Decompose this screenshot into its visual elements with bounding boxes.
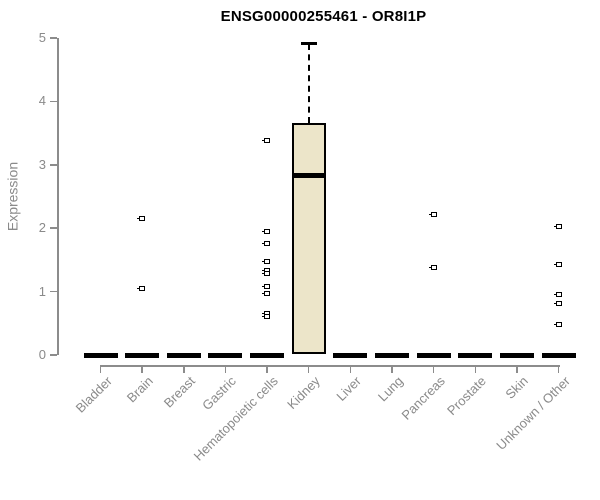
zero-value-box (208, 352, 243, 358)
x-axis-line (99, 365, 560, 367)
whisker-cap (300, 42, 317, 46)
outlier-point (262, 314, 271, 320)
outlier-point (262, 291, 271, 296)
outlier-point (262, 137, 271, 143)
outlier-point (137, 285, 146, 291)
x-tick (266, 365, 268, 373)
zero-value-box (333, 352, 368, 358)
y-axis-label: Expression (4, 161, 21, 232)
y-tick (50, 354, 57, 356)
zero-value-box (250, 352, 285, 358)
x-tick (557, 365, 560, 373)
x-tick (224, 365, 227, 373)
outlier-point (553, 322, 562, 328)
outlier-point (553, 224, 562, 230)
chart-title: ENSG00000255461 - OR8I1P (220, 8, 427, 25)
y-tick-label: 1 (38, 283, 46, 299)
zero-value-box (83, 352, 118, 358)
x-tick (99, 365, 102, 373)
whisker (307, 43, 310, 123)
zero-value-box (166, 352, 201, 358)
outlier-point (428, 211, 437, 217)
y-tick (50, 37, 57, 39)
x-tick (391, 365, 393, 373)
y-tick-label: 5 (38, 30, 46, 45)
outlier-point (262, 271, 271, 277)
x-tick (516, 365, 518, 373)
x-tick (183, 365, 185, 373)
x-tick (432, 365, 435, 373)
outlier-point (262, 259, 271, 265)
outlier-point (137, 215, 146, 221)
y-tick-label: 3 (38, 156, 46, 172)
zero-value-box (541, 352, 576, 358)
outlier-point (553, 262, 562, 268)
y-tick-label: 2 (38, 220, 46, 236)
outlier-point (262, 240, 271, 246)
zero-value-box (416, 352, 451, 358)
x-tick (141, 365, 143, 373)
outlier-point (553, 300, 562, 306)
y-tick (50, 290, 57, 293)
y-axis-line (57, 38, 59, 355)
outlier-point (553, 292, 562, 298)
median-line (291, 173, 326, 179)
y-tick (50, 164, 57, 166)
x-tick (474, 365, 476, 373)
x-tick (349, 365, 352, 373)
outlier-point (262, 284, 271, 290)
y-tick-label: 0 (38, 347, 46, 362)
y-tick (50, 100, 57, 103)
outlier-point (262, 228, 271, 234)
y-tick (50, 227, 57, 229)
zero-value-box (374, 352, 409, 358)
zero-value-box (499, 352, 534, 358)
outlier-point (428, 265, 437, 270)
y-tick-label: 4 (38, 93, 46, 109)
x-tick (307, 365, 310, 373)
zero-value-box (458, 352, 493, 358)
box-kidney (291, 122, 326, 354)
zero-value-box (125, 352, 160, 358)
